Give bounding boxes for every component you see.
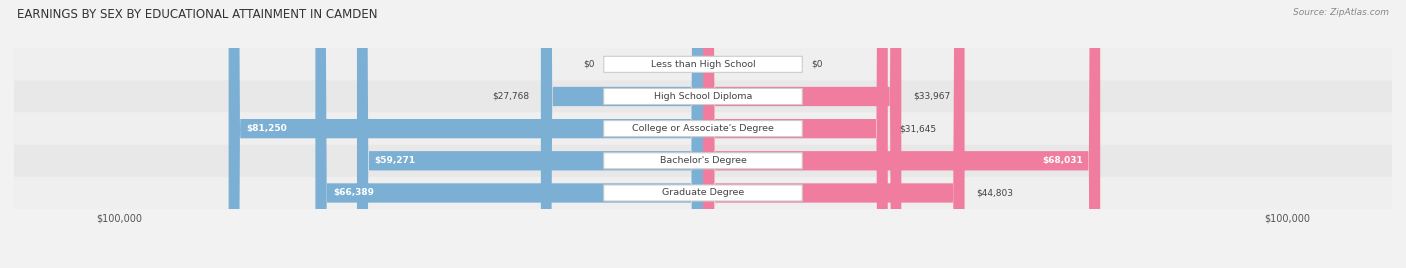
Text: $66,389: $66,389 — [333, 188, 374, 198]
Text: $33,967: $33,967 — [912, 92, 950, 101]
Text: Graduate Degree: Graduate Degree — [662, 188, 744, 198]
Text: Less than High School: Less than High School — [651, 60, 755, 69]
Text: $81,250: $81,250 — [246, 124, 287, 133]
FancyBboxPatch shape — [357, 0, 703, 268]
FancyBboxPatch shape — [315, 0, 703, 268]
Text: EARNINGS BY SEX BY EDUCATIONAL ATTAINMENT IN CAMDEN: EARNINGS BY SEX BY EDUCATIONAL ATTAINMEN… — [17, 8, 377, 21]
Text: $59,271: $59,271 — [374, 156, 416, 165]
Text: $31,645: $31,645 — [900, 124, 936, 133]
Text: College or Associate's Degree: College or Associate's Degree — [633, 124, 773, 133]
FancyBboxPatch shape — [229, 0, 703, 268]
FancyBboxPatch shape — [14, 113, 1392, 145]
FancyBboxPatch shape — [703, 0, 887, 268]
FancyBboxPatch shape — [703, 0, 965, 268]
Text: $0: $0 — [811, 60, 823, 69]
FancyBboxPatch shape — [14, 177, 1392, 209]
FancyBboxPatch shape — [603, 56, 803, 72]
Text: $44,803: $44,803 — [976, 188, 1014, 198]
Text: $68,031: $68,031 — [1042, 156, 1083, 165]
FancyBboxPatch shape — [603, 153, 803, 169]
Text: Bachelor's Degree: Bachelor's Degree — [659, 156, 747, 165]
Text: Source: ZipAtlas.com: Source: ZipAtlas.com — [1294, 8, 1389, 17]
Text: High School Diploma: High School Diploma — [654, 92, 752, 101]
FancyBboxPatch shape — [703, 0, 901, 268]
FancyBboxPatch shape — [703, 0, 1101, 268]
FancyBboxPatch shape — [603, 185, 803, 201]
FancyBboxPatch shape — [603, 121, 803, 137]
Text: $0: $0 — [583, 60, 595, 69]
FancyBboxPatch shape — [14, 145, 1392, 177]
FancyBboxPatch shape — [14, 48, 1392, 80]
Text: $27,768: $27,768 — [492, 92, 529, 101]
FancyBboxPatch shape — [541, 0, 703, 268]
FancyBboxPatch shape — [14, 80, 1392, 113]
FancyBboxPatch shape — [603, 88, 803, 105]
